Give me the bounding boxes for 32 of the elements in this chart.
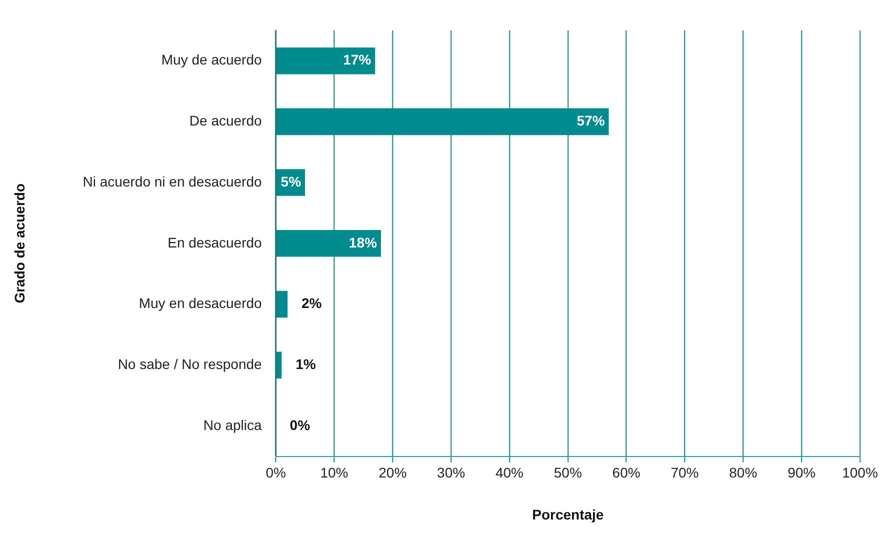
x-tick-label: 20% (378, 464, 407, 481)
bar (276, 230, 381, 257)
x-tick-label: 100% (842, 464, 878, 481)
y-axis-title: Grado de acuerdo (11, 183, 28, 304)
data-label: 0% (290, 416, 311, 433)
y-tick-label: Muy de acuerdo (161, 52, 262, 68)
y-tick-label: De acuerdo (189, 112, 262, 129)
data-label: 2% (301, 295, 322, 312)
x-axis-title: Porcentaje (532, 506, 604, 522)
y-tick-label: Muy en desacuerdo (138, 295, 262, 312)
x-tick-label: 70% (670, 464, 699, 481)
y-tick-label: No sabe / No responde (118, 356, 262, 372)
x-tick-label: 80% (729, 464, 758, 481)
y-tick-label: En desacuerdo (168, 234, 262, 250)
bar (276, 47, 376, 74)
x-tick-label: 40% (495, 464, 524, 481)
x-tick-label: 0% (266, 464, 286, 481)
bar (276, 108, 609, 136)
x-tick-label: 30% (437, 464, 466, 481)
bar (276, 290, 288, 318)
data-label: 57% (576, 112, 606, 129)
data-label: 1% (296, 356, 316, 372)
x-tick-label: 90% (788, 464, 816, 481)
x-tick-label: 50% (554, 464, 582, 481)
bar (276, 352, 282, 379)
data-label: 18% (348, 234, 378, 250)
data-label: 17% (343, 52, 372, 68)
x-tick-label: 10% (320, 464, 348, 481)
x-tick-label: 60% (612, 464, 640, 481)
y-tick-label: Ni acuerdo ni en desacuerdo (82, 173, 262, 190)
y-tick-label: No aplica (203, 416, 262, 433)
data-label: 5% (280, 173, 302, 190)
